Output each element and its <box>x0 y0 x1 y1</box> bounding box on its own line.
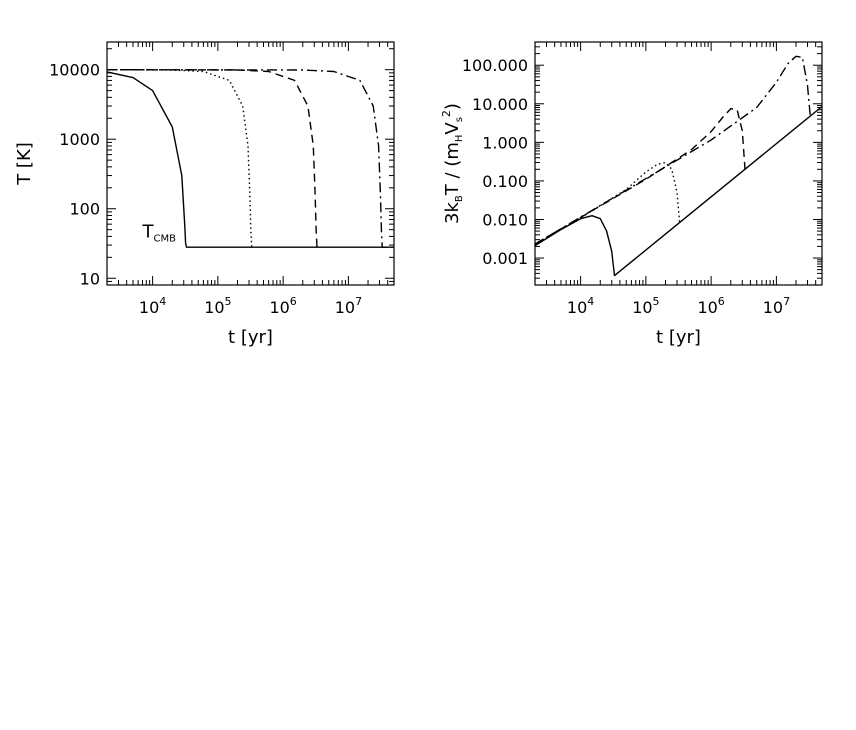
y-tick-label: 0.001 <box>482 249 528 268</box>
y-tick-label: 0.010 <box>482 210 528 229</box>
series-line-dashed <box>107 68 318 248</box>
x-tick-label: 104 <box>139 295 166 317</box>
annotation-tcmb: TCMB <box>141 221 176 244</box>
x-tick-label: 105 <box>632 295 659 317</box>
x-tick-label: 104 <box>567 295 594 317</box>
y-tick-label: 1000 <box>59 130 100 149</box>
y-tick-label: 0.100 <box>482 172 528 191</box>
y-tick-label: 10 <box>80 269 100 288</box>
y-tick-label: 100.000 <box>462 56 528 75</box>
x-tick-label: 107 <box>763 295 790 317</box>
y-tick-label: 10.000 <box>472 95 528 114</box>
x-tick-label: 106 <box>697 295 724 317</box>
x-tick-label: 107 <box>335 295 362 317</box>
y-tick-label: 10000 <box>49 61 100 80</box>
series-line-dashdot <box>535 55 811 245</box>
x-axis-title: t [yr] <box>656 327 701 348</box>
series-line-dashed <box>535 107 746 245</box>
series-line-dotted <box>107 69 253 248</box>
y-axis-title: 3kBT / (mHVs2) <box>440 103 465 224</box>
plot-frame <box>106 41 395 286</box>
x-tick-label: 106 <box>269 295 296 317</box>
series-line-solid <box>107 71 394 248</box>
y-tick-label: 100 <box>69 200 100 219</box>
right-panel: 104 105 106 107 0.001 0.010 0.100 1.000 10.000 10… <box>440 41 823 348</box>
series-line-solid <box>535 105 822 277</box>
series-line-dotted <box>535 161 681 246</box>
x-axis-title: t [yr] <box>228 327 273 348</box>
series-group <box>107 68 394 248</box>
x-tick-label: 105 <box>204 295 231 317</box>
series-group <box>535 55 822 277</box>
y-axis-title: T [K] <box>14 142 35 186</box>
left-panel: 104 105 106 107 10 100 1000 10000 t [yr] T [K] TCM… <box>14 41 395 348</box>
plot-frame <box>534 41 823 286</box>
y-tick-label: 1.000 <box>482 133 528 152</box>
series-line-dashdot <box>107 68 394 248</box>
